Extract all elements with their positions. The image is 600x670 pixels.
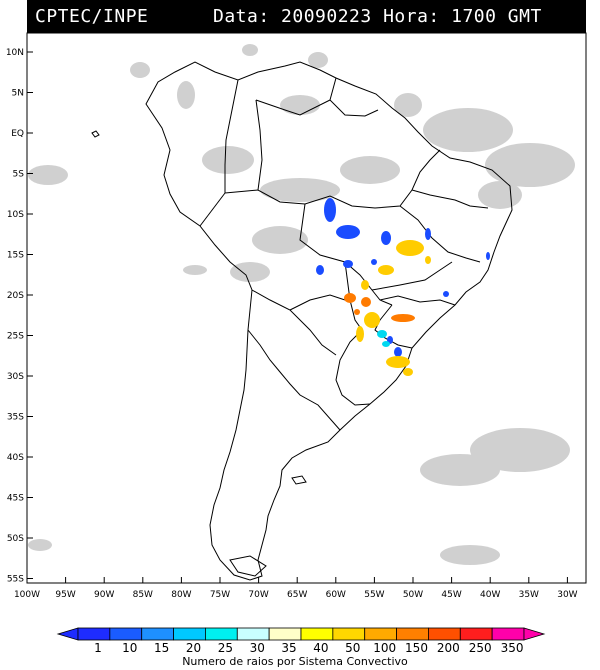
colorbar-swatch bbox=[332, 627, 366, 641]
colorbar-swatch bbox=[77, 627, 111, 641]
colorbar-swatch bbox=[428, 627, 461, 641]
cells-cyan bbox=[377, 330, 390, 347]
lat-tick-label: 5S bbox=[13, 170, 25, 180]
lon-tick-label: 55W bbox=[364, 590, 384, 600]
lat-tick-label: 45S bbox=[7, 494, 24, 504]
colorbar-label: 25 bbox=[218, 641, 233, 655]
lat-tick-label: 25S bbox=[7, 332, 24, 342]
colorbar-label: 20 bbox=[186, 641, 201, 655]
colorbar-swatch bbox=[396, 627, 429, 641]
colorbar-high-arrow bbox=[523, 627, 546, 641]
lon-tick-label: 70W bbox=[248, 590, 268, 600]
map-frame bbox=[26, 32, 587, 584]
lon-tick-label: 65W bbox=[287, 590, 307, 600]
lat-tick-label: 40S bbox=[7, 453, 24, 463]
lat-tick-label: EQ bbox=[11, 129, 24, 139]
cells-blue bbox=[316, 198, 490, 357]
source-label: CPTEC/INPE bbox=[35, 6, 149, 27]
colorbar-label: 1 bbox=[94, 641, 102, 655]
coastline-and-borders bbox=[91, 61, 513, 581]
lat-tick-label: 35S bbox=[7, 413, 24, 423]
lat-tick-label: 10N bbox=[6, 48, 24, 58]
cells-yellow bbox=[356, 240, 431, 376]
colorbar-label: 10 bbox=[122, 641, 137, 655]
lat-tick-label: 30S bbox=[7, 372, 24, 382]
lon-tick-label: 40W bbox=[480, 590, 500, 600]
colorbar-low-arrow bbox=[56, 627, 79, 641]
date-value: 20090223 bbox=[281, 6, 372, 27]
colorbar-swatch bbox=[491, 627, 525, 641]
colorbar-swatch bbox=[364, 627, 397, 641]
cells-orange bbox=[344, 293, 415, 322]
lat-tick-label: 15S bbox=[7, 251, 24, 261]
colorbar-swatch bbox=[236, 627, 270, 641]
lat-tick-label: 50S bbox=[7, 534, 24, 544]
colorbar-label: 40 bbox=[313, 641, 328, 655]
colorbar-label: 30 bbox=[250, 641, 265, 655]
hour-value: 1700 GMT bbox=[451, 6, 542, 27]
lon-tick-label: 85W bbox=[133, 590, 153, 600]
map-header: CPTEC/INPE Data: 20090223 Hora: 1700 GMT bbox=[27, 0, 586, 33]
datetime-label: Data: 20090223 Hora: 1700 GMT bbox=[213, 6, 542, 27]
colorbar-swatch bbox=[109, 627, 143, 641]
colorbar-swatch bbox=[459, 627, 493, 641]
hour-label: Hora: bbox=[383, 6, 440, 27]
colorbar-swatch bbox=[268, 627, 302, 641]
lon-tick-label: 50W bbox=[403, 590, 423, 600]
lon-tick-label: 45W bbox=[441, 590, 461, 600]
colorbar-label: 15 bbox=[154, 641, 169, 655]
date-label: Data: bbox=[213, 6, 270, 27]
lon-tick-label: 75W bbox=[210, 590, 230, 600]
colorbar-label: 250 bbox=[469, 641, 492, 655]
lon-tick-label: 100W bbox=[14, 590, 40, 600]
colorbar-swatch bbox=[141, 627, 174, 641]
colorbar-label: 350 bbox=[501, 641, 524, 655]
lon-tick-label: 95W bbox=[55, 590, 75, 600]
colorbar-swatch bbox=[205, 627, 238, 641]
colorbar-label: 100 bbox=[373, 641, 396, 655]
lon-tick-label: 35W bbox=[519, 590, 539, 600]
colorbar-label: 150 bbox=[405, 641, 428, 655]
colorbar-label: 50 bbox=[345, 641, 360, 655]
colorbar-label: 35 bbox=[281, 641, 296, 655]
lon-tick-label: 60W bbox=[326, 590, 346, 600]
colorbar-swatch bbox=[300, 627, 334, 641]
colorbar-swatch bbox=[173, 627, 206, 641]
lat-tick-label: 20S bbox=[7, 291, 24, 301]
lon-tick-label: 80W bbox=[171, 590, 191, 600]
lightning-cells bbox=[316, 198, 490, 376]
lat-tick-label: 5N bbox=[12, 89, 24, 99]
axis-ticks: 10N 5N EQ 5S 10S 15S 20S 25S 30S 35S 40S 45S 50S 55S 1… bbox=[6, 48, 578, 600]
colorbar-label: 200 bbox=[437, 641, 460, 655]
lat-tick-label: 55S bbox=[7, 575, 24, 585]
colorbar: 1 10 15 20 25 30 35 40 50 100 150 200 250 350 Numero d… bbox=[56, 627, 546, 668]
lon-tick-label: 90W bbox=[94, 590, 114, 600]
lat-tick-label: 10S bbox=[7, 210, 24, 220]
lon-tick-label: 30W bbox=[557, 590, 577, 600]
colorbar-caption: Numero de raios por Sistema Convectivo bbox=[182, 655, 408, 668]
